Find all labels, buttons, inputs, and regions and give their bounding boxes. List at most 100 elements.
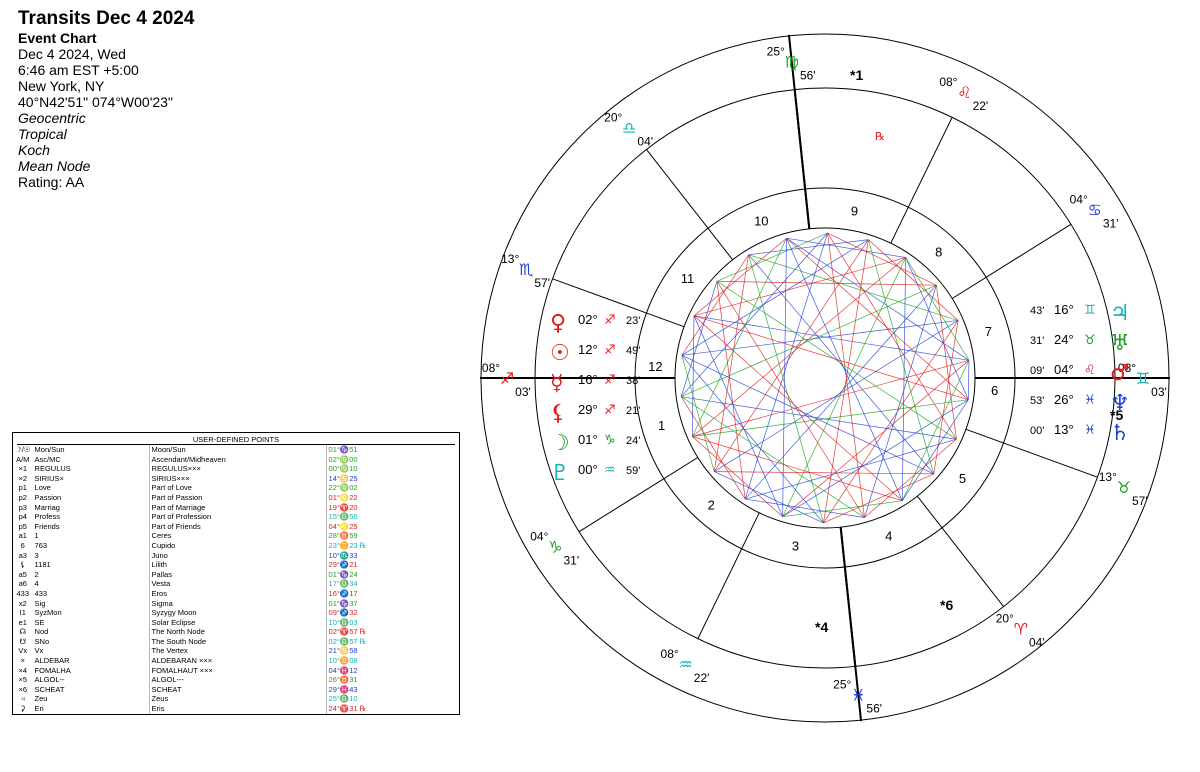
cusp-sign-glyph: ♓: [851, 685, 865, 704]
aspect-line: [693, 315, 783, 517]
udp-position: 01°♌22: [328, 492, 358, 502]
udp-name: 433: [32, 588, 150, 599]
cusp-sign-glyph: ♎: [622, 118, 636, 137]
house-number: 7: [985, 324, 992, 339]
aspect-line: [786, 237, 970, 361]
planet-degree: 02°: [578, 312, 598, 327]
planet-sign-glyph: ♉: [1084, 333, 1096, 348]
fixed-star-label: *5: [1110, 407, 1123, 423]
planet-degree: 16°: [1054, 302, 1074, 317]
udp-symbol: ☋: [19, 636, 27, 646]
udp-row: ⚳ Eri Eris 24°♈31 ℞: [13, 704, 459, 714]
cusp-degree: 25°: [833, 677, 851, 691]
planet-minute: 24': [626, 435, 640, 447]
aspect-line: [748, 254, 824, 524]
aspect-line: [782, 360, 970, 517]
udp-symbol: e1: [18, 617, 27, 627]
udp-description: Part of Love: [149, 483, 327, 493]
udp-description: Moon/Sun: [149, 445, 327, 455]
cusp-minute: 22': [694, 671, 710, 685]
udp-name: SyzMon: [32, 608, 150, 618]
opt-node: Mean Node: [18, 158, 91, 174]
aspect-line: [968, 360, 970, 400]
opt-house-system: Koch: [18, 142, 50, 158]
udp-row: ♃ Zeu Zeus 25°♎10: [13, 694, 459, 705]
aspect-line: [680, 232, 828, 397]
udp-row: ☊ Nod The North Node 02°♈57 ℞: [13, 627, 459, 637]
udp-description: Ascendant/Midheaven: [149, 454, 327, 465]
cusp-degree: 13°: [501, 252, 519, 266]
cusp-sign-glyph: ♐: [500, 369, 514, 388]
udp-symbol: a5: [18, 569, 27, 579]
retrograde-marker: ℞: [875, 131, 885, 143]
aspect-line: [691, 315, 695, 437]
planet-sign-glyph: ♐: [604, 403, 616, 418]
udp-description: Zeus: [149, 694, 327, 705]
planet-sign-glyph: ♊: [1084, 303, 1096, 318]
udp-name: SIRIUS×: [32, 473, 150, 484]
aspect-line: [827, 232, 957, 440]
udp-description: FOMALHAUT ×××: [149, 665, 327, 676]
udp-description: ALDEBARAN ×××: [149, 656, 327, 666]
angle-axis-line: [839, 527, 863, 722]
udp-symbol: a6: [18, 579, 27, 589]
udp-row: I1 SyzMon Syzygy Moon 09°♐32: [13, 608, 459, 618]
cusp-minute: 03': [515, 385, 531, 399]
udp-position: 16°♐17: [328, 588, 358, 598]
udp-row: p1 Love Part of Love 22°♍02: [13, 483, 459, 493]
udp-position: 10°♊08: [328, 656, 358, 666]
udp-symbol: ×6: [18, 684, 28, 694]
aspect-line: [823, 320, 959, 524]
udp-position: 00°♍10: [328, 464, 358, 474]
planet-sign-glyph: ♐: [604, 373, 616, 388]
cusp-sign-glyph: ♑: [548, 538, 562, 557]
aspect-line: [716, 232, 828, 282]
udp-name: SNo: [32, 636, 150, 647]
udp-position: 28°♉59: [328, 531, 358, 541]
udp-table-body: ☽/☉ Mon/Sun Moon/Sun 01°♑51 A/M Asc/MC Ascenda…: [13, 445, 459, 714]
udp-position: 24°♈31 ℞: [328, 704, 367, 714]
udp-row: × ALDEBAR ALDEBARAN ××× 10°♊08: [13, 656, 459, 666]
aspect-line: [713, 239, 869, 472]
aspect-line: [693, 315, 969, 401]
udp-name: 1: [32, 531, 150, 541]
udp-name: Mon/Sun: [32, 445, 150, 455]
udp-name: Sig: [32, 598, 150, 609]
udp-name: Vx: [32, 646, 150, 657]
chart-type: Event Chart: [18, 30, 97, 46]
house-number: 8: [935, 245, 942, 260]
aspect-line: [933, 320, 959, 474]
aspect-line: [745, 498, 865, 518]
udp-row: ⚸ 1181 Lilith 29°♐21: [13, 560, 459, 570]
udp-position: 14°♋25: [328, 473, 358, 483]
udp-row: p5 Friends Part of Friends 04°♌25: [13, 521, 459, 532]
aspect-line: [681, 254, 749, 356]
angle-axis-line: [787, 34, 811, 229]
planet-sign-glyph: ♑: [604, 433, 616, 448]
cusp-minute: 56': [800, 69, 816, 83]
house-cusp-line: [697, 512, 760, 639]
udp-row: ×1 REGULUS REGULUS××× 00°♍10: [13, 464, 459, 474]
udp-description: ALGOL---: [149, 675, 327, 685]
udp-name: ALGOL--: [32, 675, 150, 685]
aspect-line: [782, 399, 969, 517]
udp-description: Sigma: [149, 598, 327, 609]
cusp-minute: 57': [534, 276, 550, 290]
udp-symbol: x2: [18, 598, 27, 608]
udp-position: 01°♑51: [328, 445, 358, 454]
planet-degree: 16°: [578, 372, 598, 387]
planet-glyph: ☽: [550, 431, 570, 456]
udp-description: Part of Profession: [149, 512, 327, 522]
cusp-minute: 56': [866, 701, 882, 715]
opt-geocentric: Geocentric: [18, 110, 86, 126]
udp-symbol: p3: [18, 502, 27, 512]
cusp-minute: 04': [637, 134, 653, 148]
udp-position: 29°♐21: [328, 560, 358, 570]
aspect-line: [905, 257, 970, 361]
udp-position: 17°♎34: [328, 579, 358, 589]
aspect-line: [692, 238, 787, 437]
house-cusp-line: [951, 223, 1072, 299]
chart-coords: 40°N42'51" 074°W00'23": [18, 94, 173, 110]
aspect-line: [681, 396, 957, 440]
